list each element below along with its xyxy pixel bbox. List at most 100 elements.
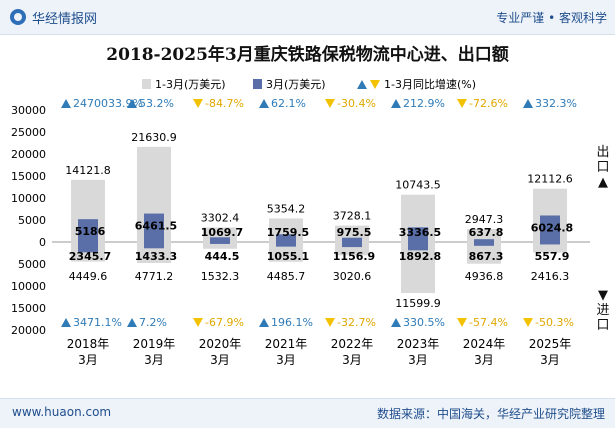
bar-export-monthly [540, 215, 560, 242]
legend-up-marker-icon [357, 80, 367, 89]
bar-export-monthly [276, 234, 296, 242]
label-import-monthly: 1156.9 [333, 250, 375, 263]
bar-import-monthly [210, 242, 230, 244]
x-tick-label-month: 3月 [276, 353, 296, 367]
label-import-cumulative: 11599.9 [395, 297, 441, 310]
footer-source: 数据来源：中国海关，华经产业研究院整理 [376, 407, 605, 421]
y-tick-label: 30000 [11, 104, 46, 117]
x-tick-label-year: 2019年 [133, 337, 176, 351]
legend-swatch-monthly [253, 79, 262, 89]
label-export-growth: 53.2% [139, 97, 174, 110]
label-import-cumulative: 4449.6 [69, 270, 108, 283]
label-export-growth: -72.6% [469, 97, 508, 110]
top-banner: 华经情报网 专业严谨 • 客观科学 [0, 0, 615, 35]
bar-import-cumulative [533, 242, 567, 253]
label-export-cumulative: 3728.1 [333, 210, 372, 223]
legend-label-growth: 1-3月同比增速(%) [384, 77, 476, 91]
bar-export-monthly [408, 227, 428, 242]
bar-export-monthly [78, 219, 98, 242]
label-export-cumulative: 5354.2 [267, 202, 306, 215]
x-tick-label-month: 3月 [342, 353, 362, 367]
label-import-cumulative: 4771.2 [135, 270, 174, 283]
label-export-monthly: 1759.5 [267, 226, 309, 239]
brand-tagline: 专业严谨 • 客观科学 [496, 11, 607, 25]
label-export-monthly: 1069.7 [201, 226, 243, 239]
x-tick-label-year: 2024年 [463, 337, 506, 351]
growth-up-icon [61, 99, 71, 108]
bar-import-monthly [144, 242, 164, 249]
label-export-growth: 2470033.9% [73, 97, 143, 110]
legend-label-cumulative: 1-3月(万美元) [155, 78, 226, 91]
bar-import-cumulative [269, 242, 303, 262]
label-import-growth: -67.9% [205, 316, 244, 329]
x-tick-label-month: 3月 [144, 353, 164, 367]
import-side-label: ▼进口 [596, 288, 610, 333]
growth-down-icon [523, 318, 533, 327]
chart-title: 2018-2025年3月重庆铁路保税物流中心进、出口额 [106, 45, 509, 65]
bar-export-monthly [210, 237, 230, 242]
y-tick-label: 15000 [11, 302, 46, 315]
label-export-cumulative: 3302.4 [201, 211, 240, 224]
bar-import-cumulative [401, 242, 435, 294]
growth-up-icon [259, 99, 269, 108]
label-export-cumulative: 21630.9 [131, 131, 177, 144]
label-export-monthly: 3336.5 [399, 226, 441, 239]
x-tick-label-year: 2023年 [397, 337, 440, 351]
x-tick-label-month: 3月 [540, 353, 560, 367]
legend-label-monthly: 3月(万美元) [266, 78, 326, 91]
label-export-cumulative: 12112.6 [527, 173, 573, 186]
label-import-growth: 7.2% [139, 316, 167, 329]
brand-name: 华经情报网 [32, 12, 98, 27]
label-export-growth: -30.4% [337, 97, 376, 110]
label-import-growth: -32.7% [337, 316, 376, 329]
label-export-growth: 212.9% [403, 97, 445, 110]
bar-export-monthly [342, 237, 362, 242]
growth-up-icon [391, 99, 401, 108]
label-import-monthly: 867.3 [469, 250, 504, 263]
y-tick-label: 5000 [18, 258, 46, 271]
label-import-cumulative: 3020.6 [333, 270, 372, 283]
growth-down-icon [193, 318, 203, 327]
growth-up-icon [127, 318, 137, 327]
label-export-growth: -84.7% [205, 97, 244, 110]
bar-import-monthly [342, 242, 362, 248]
label-import-monthly: 557.9 [535, 250, 570, 263]
label-import-monthly: 1433.3 [135, 250, 177, 263]
label-import-growth: 3471.1% [73, 316, 122, 329]
label-import-cumulative: 4485.7 [267, 270, 306, 283]
y-tick-label: 0 [39, 236, 46, 249]
label-import-monthly: 444.5 [205, 250, 240, 263]
label-export-cumulative: 14121.8 [65, 164, 111, 177]
label-export-growth: 332.3% [535, 97, 577, 110]
label-import-growth: -57.4% [469, 316, 508, 329]
x-tick-label-year: 2021年 [265, 337, 308, 351]
growth-up-icon [259, 318, 269, 327]
growth-down-icon [325, 99, 335, 108]
bar-import-monthly [276, 242, 296, 247]
bar-import-monthly [474, 242, 494, 246]
label-import-monthly: 1892.8 [399, 250, 441, 263]
bar-import-monthly [540, 242, 560, 245]
label-export-monthly: 6461.5 [135, 220, 177, 233]
y-tick-label: 20000 [11, 148, 46, 161]
brand-logo-icon [10, 9, 26, 25]
bar-export-monthly [144, 213, 164, 242]
bar-export-cumulative [467, 229, 501, 242]
y-tick-label: 15000 [11, 170, 46, 183]
label-import-growth: 330.5% [403, 316, 445, 329]
x-tick-label-month: 3月 [78, 353, 98, 367]
growth-down-icon [193, 99, 203, 108]
label-export-cumulative: 2947.3 [465, 213, 504, 226]
x-tick-label-year: 2022年 [331, 337, 374, 351]
label-export-growth: 62.1% [271, 97, 306, 110]
label-export-cumulative: 10743.5 [395, 179, 441, 192]
x-tick-label-month: 3月 [408, 353, 428, 367]
y-tick-label: 25000 [11, 126, 46, 139]
export-side-label: 出口▲ [596, 145, 610, 190]
legend-down-marker-icon [370, 80, 380, 89]
chart-canvas: 1-3月(万美元) 3月(万美元) 1-3月同比增速(%) 30000 25000 200… [11, 77, 590, 367]
label-export-monthly: 6024.8 [531, 221, 573, 234]
y-tick-label: 10000 [11, 192, 46, 205]
bar-import-cumulative [467, 242, 501, 264]
y-tick-label: 20000 [11, 324, 46, 337]
